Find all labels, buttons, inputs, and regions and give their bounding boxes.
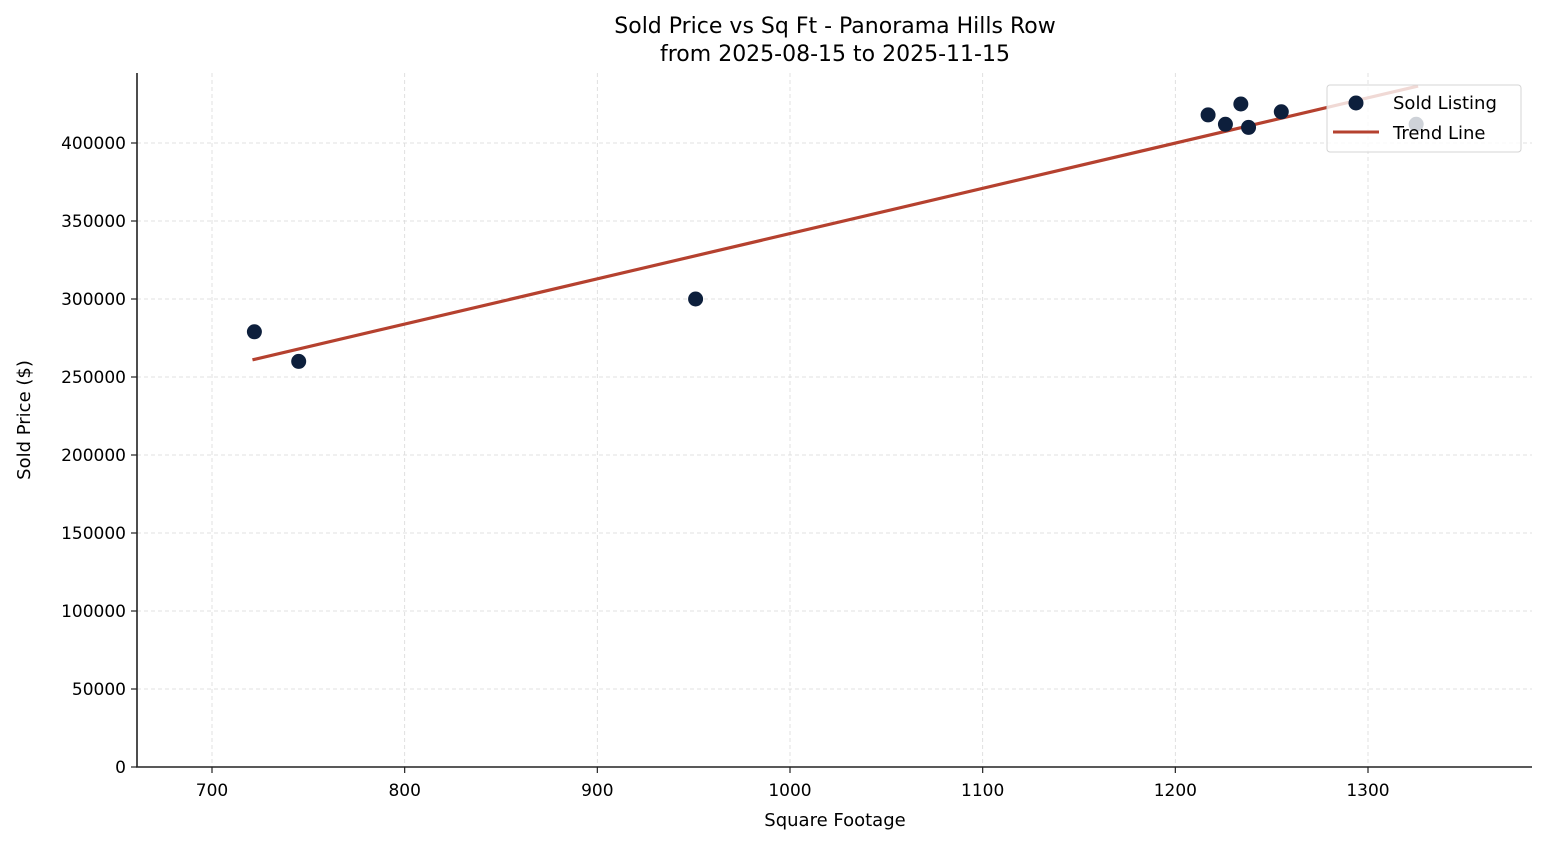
y-tick-label: 50000 <box>72 680 126 700</box>
y-tick-label: 400000 <box>61 134 126 154</box>
chart-subtitle: from 2025-08-15 to 2025-11-15 <box>660 42 1010 67</box>
x-tick-label: 1000 <box>768 781 811 801</box>
legend-label-trend-line: Trend Line <box>1392 123 1486 144</box>
x-axis-label: Square Footage <box>764 810 905 831</box>
x-tick-label: 900 <box>581 781 613 801</box>
x-tick-label: 1300 <box>1346 781 1389 801</box>
y-tick-label: 150000 <box>61 524 126 544</box>
data-point <box>1217 116 1233 132</box>
data-point <box>688 291 704 307</box>
x-tick-label: 700 <box>196 781 228 801</box>
x-axis-ticks: 700 800 900 1000 1100 1200 1300 <box>196 767 1390 801</box>
x-tick-label: 1100 <box>961 781 1004 801</box>
y-tick-label: 350000 <box>61 212 126 232</box>
data-point <box>291 353 307 369</box>
y-axis-label: Sold Price ($) <box>14 360 35 480</box>
scatter-marker-icon <box>1348 95 1364 111</box>
data-point <box>246 324 262 340</box>
legend-label-sold-listing: Sold Listing <box>1393 93 1497 114</box>
data-point <box>1200 107 1216 123</box>
scatter-points <box>246 96 1424 369</box>
data-point <box>1273 104 1289 120</box>
y-tick-label: 0 <box>115 758 126 778</box>
trend-line <box>252 84 1419 362</box>
y-tick-label: 300000 <box>61 290 126 310</box>
y-axis-ticks: 0 50000 100000 150000 200000 250000 300000 3500… <box>61 134 137 778</box>
x-tick-label: 1200 <box>1154 781 1197 801</box>
data-point <box>1233 96 1249 112</box>
legend: Sold Listing Trend Line <box>1326 84 1522 153</box>
y-tick-label: 200000 <box>61 446 126 466</box>
legend-box <box>1326 84 1522 153</box>
trend-line-path <box>252 84 1419 362</box>
chart-title: Sold Price vs Sq Ft - Panorama Hills Row <box>614 14 1055 39</box>
y-tick-label: 250000 <box>61 368 126 388</box>
data-point <box>1241 119 1257 135</box>
x-tick-label: 800 <box>388 781 420 801</box>
y-tick-label: 100000 <box>61 602 126 622</box>
grid-lines <box>137 73 1532 767</box>
